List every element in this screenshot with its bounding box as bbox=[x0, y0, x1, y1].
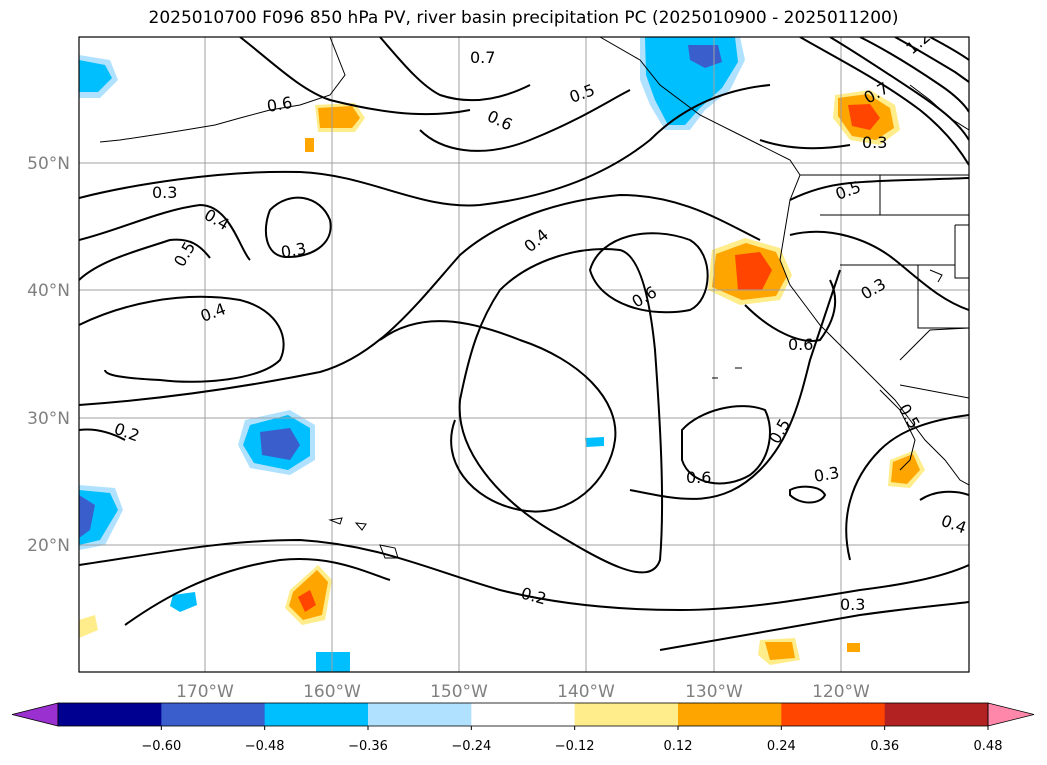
precip-neg-gulf-alaska bbox=[640, 37, 745, 130]
contour-label: 0.6 bbox=[686, 468, 711, 487]
colorbar-segment bbox=[264, 703, 369, 726]
lon-label-160w: 160°W bbox=[303, 682, 361, 702]
precip-pos-baja bbox=[888, 450, 925, 488]
lat-label-40n: 40°N bbox=[27, 281, 70, 301]
pv-contours bbox=[79, 37, 969, 651]
precip-pos-small bbox=[79, 615, 860, 665]
precip-neg-central bbox=[238, 410, 315, 475]
precip-neg-west-edge bbox=[79, 485, 123, 550]
precip-neg-small bbox=[170, 437, 604, 672]
precip-shading bbox=[79, 37, 925, 672]
contour-label: 0.3 bbox=[279, 239, 307, 262]
colorbar-segment bbox=[574, 703, 679, 726]
colorbar-segment bbox=[471, 703, 576, 726]
contour-label: 0.6 bbox=[265, 93, 293, 116]
lat-label-30n: 30°N bbox=[27, 409, 70, 429]
precip-neg-nw bbox=[79, 55, 118, 98]
colorbar-tick-label: 0.12 bbox=[664, 739, 693, 754]
contour-label: 0.7 bbox=[470, 48, 495, 67]
lat-label-50n: 50°N bbox=[27, 154, 70, 174]
colorbar-segment bbox=[884, 703, 989, 726]
contour-label: 0.3 bbox=[862, 133, 887, 152]
colorbar-segment bbox=[58, 703, 162, 726]
colorbar-tick-label: 0.24 bbox=[767, 739, 796, 754]
contour-label: 0.3 bbox=[152, 183, 177, 202]
colorbar-tick-label: −0.48 bbox=[245, 739, 285, 754]
lon-label-120w: 120°W bbox=[812, 682, 870, 702]
colorbar-tick-label: −0.60 bbox=[141, 739, 181, 754]
longitude-labels: 170°W 160°W 150°W 140°W 130°W 120°W bbox=[176, 682, 870, 702]
precip-pos-nw-coast bbox=[833, 90, 900, 145]
precip-pos-alaska-south bbox=[305, 103, 365, 152]
colorbar: −0.60 −0.48 −0.36 −0.24 −0.12 0.12 0.24 0.36 0.4… bbox=[11, 702, 1035, 754]
colorbar-frame bbox=[57, 702, 989, 727]
precip-pos-central-south bbox=[285, 565, 332, 625]
lon-label-150w: 150°W bbox=[430, 682, 488, 702]
colorbar-tick-label: −0.36 bbox=[348, 739, 388, 754]
contour-label: 0.3 bbox=[840, 595, 865, 614]
colorbar-tick-label: 0.48 bbox=[974, 739, 1003, 754]
colorbar-tick-label: −0.12 bbox=[555, 739, 595, 754]
map-title: 2025010700 F096 850 hPa PV, river basin … bbox=[148, 8, 899, 28]
colorbar-tick-label: −0.24 bbox=[451, 739, 491, 754]
contour-label: 0.3 bbox=[812, 463, 840, 486]
lon-label-130w: 130°W bbox=[685, 682, 743, 702]
colorbar-segment bbox=[678, 703, 782, 726]
colorbar-extension-low bbox=[11, 702, 59, 727]
gridlines bbox=[79, 37, 969, 672]
colorbar-segment bbox=[161, 703, 266, 726]
colorbar-tick-label: 0.36 bbox=[870, 739, 899, 754]
plot-frame bbox=[78, 36, 970, 673]
colorbar-segment bbox=[781, 703, 886, 726]
lat-label-20n: 20°N bbox=[27, 536, 70, 556]
colorbar-extension-high bbox=[987, 702, 1035, 727]
precip-pos-offshore bbox=[708, 238, 792, 305]
lon-label-140w: 140°W bbox=[557, 682, 615, 702]
lon-label-170w: 170°W bbox=[176, 682, 234, 702]
coastlines bbox=[99, 37, 969, 559]
colorbar-segment bbox=[368, 703, 472, 726]
latitude-labels: 50°N 40°N 30°N 20°N bbox=[27, 154, 70, 556]
contour-label: 0.6 bbox=[788, 335, 813, 354]
